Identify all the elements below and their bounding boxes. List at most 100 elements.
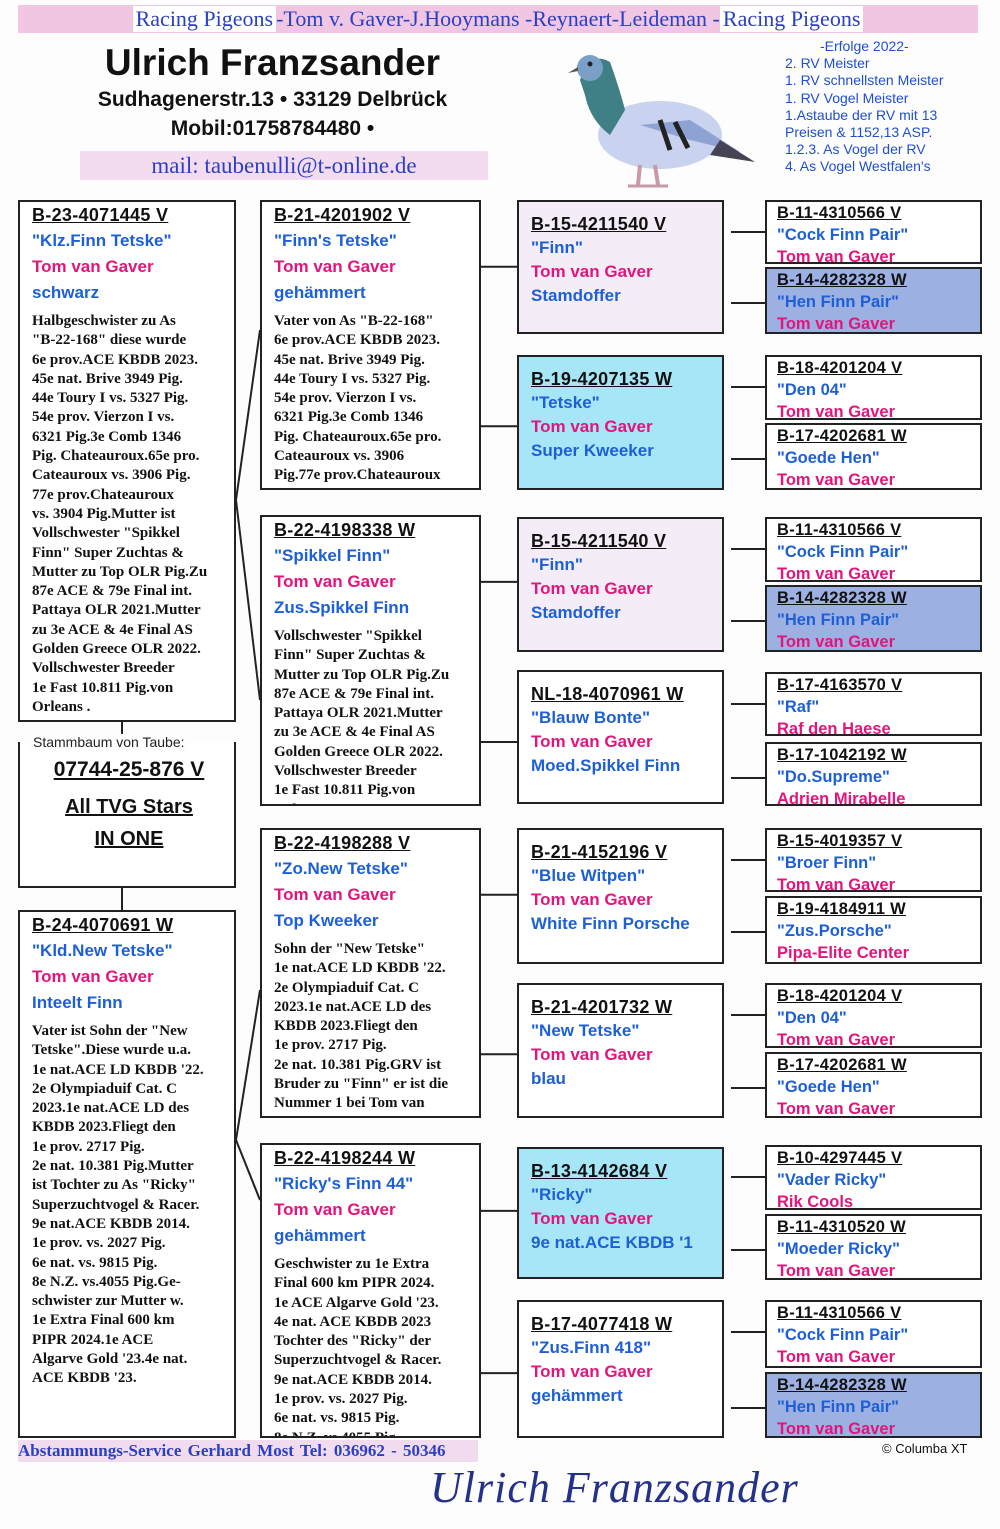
pigeon-color: schwarz <box>32 283 100 302</box>
pigeon-image <box>568 55 755 188</box>
pedigree-box[interactable]: B-17-4202681 W "Goede Hen" Tom van Gaver <box>765 1052 982 1118</box>
pedigree-box[interactable]: B-15-4211540 V "Finn" Tom van Gaver Stamdof… <box>517 517 724 652</box>
mobile: Mobil:01758784480 • <box>170 117 375 140</box>
pigeon-breeder: Tom van Gaver <box>777 248 895 264</box>
pigeon-ring: B-11-4310566 V <box>777 204 902 222</box>
pedigree-box[interactable]: B-22-4198338 W "Spikkel Finn" Tom van Gave… <box>260 515 481 806</box>
copyright: © Columba XT <box>882 1441 968 1456</box>
connector-line <box>235 1139 261 1201</box>
pigeon-name: "Cock Finn Pair" <box>777 543 909 561</box>
pigeon-breeder: Tom van Gaver <box>777 315 895 333</box>
pigeon-ring: B-22-4198244 W <box>274 1148 416 1168</box>
pigeon-name: "Cock Finn Pair" <box>777 1326 909 1344</box>
pigeon-ring: B-15-4211540 V <box>531 531 667 551</box>
pigeon-note: Vater von As "B-22-168" 6e prov.ACE KBDB… <box>274 313 442 488</box>
pedigree-box[interactable]: B-22-4198244 W "Ricky's Finn 44" Tom van G… <box>260 1143 481 1438</box>
pigeon-ring: B-17-4077418 W <box>531 1314 673 1334</box>
pigeon-breeder: Tom van Gaver <box>531 1045 653 1064</box>
pigeon-color: White Finn Porsche <box>531 914 690 933</box>
pigeon-ring: B-13-4142684 V <box>531 1161 668 1181</box>
pigeon-color: Top Kweeker <box>274 911 379 930</box>
pigeon-name: "Zus.Porsche" <box>777 922 892 940</box>
pigeon-breeder: Tom van Gaver <box>531 890 653 909</box>
pigeon-name: "New Tetske" <box>531 1021 640 1040</box>
pedigree-box[interactable]: B-15-4211540 V "Finn" Tom van Gaver Stamdof… <box>517 200 724 334</box>
banner-middle: -Tom v. Gaver-J.Hooymans -Reynaert-Leide… <box>276 6 720 31</box>
pigeon-name: "Goede Hen" <box>777 1078 880 1096</box>
pigeon-breeder: Tom van Gaver <box>777 1348 895 1366</box>
pedigree-box[interactable]: B-14-4282328 W "Hen Finn Pair" Tom van Gav… <box>765 585 982 652</box>
pedigree-box[interactable]: B-17-4077418 W "Zus.Finn 418" Tom van Gave… <box>517 1300 724 1438</box>
pigeon-name: "Den 04" <box>777 381 847 399</box>
pigeon-name: "Kld.New Tetske" <box>32 941 173 960</box>
pedigree-box[interactable]: B-11-4310566 V "Cock Finn Pair" Tom van Ga… <box>765 1300 982 1368</box>
pedigree-box[interactable]: B-11-4310566 V "Cock Finn Pair" Tom van Ga… <box>765 200 982 264</box>
pigeon-breeder: Adrien Mirabelle <box>777 790 906 806</box>
pigeon-name: "Vader Ricky" <box>777 1171 887 1189</box>
pigeon-ring: B-10-4297445 V <box>777 1149 903 1167</box>
connector-line <box>235 989 261 1141</box>
pedigree-service: Abstammungs-Service Gerhard Most Tel: 03… <box>18 1440 478 1462</box>
pedigree-box[interactable]: B-21-4152196 V "Blue Witpen" Tom van Gaver… <box>517 828 724 964</box>
pedigree-box[interactable]: B-15-4019357 V "Broer Finn" Tom van Gaver <box>765 828 982 892</box>
pigeon-breeder: Tom van Gaver <box>777 1262 895 1280</box>
pigeon-breeder: Tom van Gaver <box>531 579 653 598</box>
pigeon-breeder: Pipa-Elite Center <box>777 944 910 962</box>
pedigree-box[interactable]: NL-18-4070961 W "Blauw Bonte" Tom van Gave… <box>517 670 724 804</box>
pigeon-ring: B-17-4202681 W <box>777 1056 907 1074</box>
stammbaum-label: Stammbaum von Taube: <box>30 734 188 750</box>
pigeon-ring: B-19-4207135 W <box>531 369 673 389</box>
email[interactable]: mail: taubenulli@t-online.de <box>80 151 488 180</box>
breeder-name: Ulrich Franzsander <box>104 42 441 83</box>
pedigree-box[interactable]: B-21-4201902 V "Finn's Tetske" Tom van Gav… <box>260 200 481 490</box>
pigeon-ring: B-15-4211540 V <box>531 214 667 234</box>
pigeon-name: "Hen Finn Pair" <box>777 1398 899 1416</box>
pedigree-box[interactable]: B-14-4282328 W "Hen Finn Pair" Tom van Gav… <box>765 267 982 334</box>
pigeon-note: Geschwister zu 1e Extra Final 600 km PIP… <box>274 1256 442 1438</box>
pigeon-name: "Hen Finn Pair" <box>777 611 899 629</box>
achievement-item: 1.Astaube der RV mit 13 <box>785 106 938 123</box>
pigeon-note: Vater ist Sohn der "New Tetske".Diese wu… <box>32 1023 204 1387</box>
pigeon-ring: B-24-4070691 W <box>32 915 174 935</box>
achievement-item: 2. RV Meister <box>785 55 870 72</box>
pedigree-box[interactable]: B-23-4071445 V "Klz.Finn Tetske" Tom van G… <box>18 200 236 722</box>
pedigree-box[interactable]: B-22-4198288 V "Zo.New Tetske" Tom van Gav… <box>260 828 481 1118</box>
pigeon-name: "Zus.Finn 418" <box>531 1338 652 1357</box>
pigeon-ring: B-22-4198338 W <box>274 520 416 540</box>
pedigree-box[interactable]: B-17-4202681 W "Goede Hen" Tom van Gaver <box>765 423 982 490</box>
pedigree-box[interactable]: B-19-4207135 W "Tetske" Tom van Gaver Super… <box>517 355 724 490</box>
pigeon-breeder: Tom van Gaver <box>274 885 396 904</box>
pedigree-box[interactable]: B-14-4282328 W "Hen Finn Pair" Tom van Gav… <box>765 1372 982 1438</box>
pedigree-box[interactable]: B-18-4201204 V "Den 04" Tom van Gaver <box>765 355 982 420</box>
pigeon-breeder: Tom van Gaver <box>777 1031 895 1048</box>
pigeon-ring: B-11-4310566 V <box>777 521 902 539</box>
pigeon-ring: B-15-4019357 V <box>777 832 903 850</box>
pigeon-name: "Raf" <box>777 698 820 716</box>
pedigree-box[interactable]: B-10-4297445 V "Vader Ricky" Rik Cools <box>765 1145 982 1210</box>
pedigree-box[interactable]: B-17-1042192 W "Do.Supreme" Adrien Mirabel… <box>765 742 982 806</box>
pedigree-box[interactable]: B-21-4201732 W "New Tetske" Tom van Gaver b… <box>517 983 724 1118</box>
pigeon-name: "Ricky's Finn 44" <box>274 1174 414 1193</box>
pedigree-box[interactable]: B-11-4310566 V "Cock Finn Pair" Tom van Ga… <box>765 517 982 582</box>
pigeon-ring: B-11-4310520 W <box>777 1218 906 1236</box>
pigeon-ring: B-22-4198288 V <box>274 833 411 853</box>
pedigree-box[interactable]: B-24-4070691 W "Kld.New Tetske" Tom van Ga… <box>18 910 236 1438</box>
pigeon-breeder: Tom van Gaver <box>531 417 653 436</box>
banner-left: Racing Pigeons <box>132 6 277 32</box>
pedigree-box[interactable]: B-13-4142684 V "Ricky" Tom van Gaver 9e nat… <box>517 1147 724 1279</box>
pedigree-box[interactable]: B-19-4184911 W "Zus.Porsche" Pipa-Elite Ce… <box>765 896 982 964</box>
pigeon-ring: B-14-4282328 W <box>777 271 907 289</box>
pigeon-name: "Do.Supreme" <box>777 768 890 786</box>
pedigree-box[interactable]: B-17-4163570 V "Raf" Raf den Haese <box>765 672 982 736</box>
pigeon-breeder: Tom van Gaver <box>531 1209 653 1228</box>
pigeon-name: "Zo.New Tetske" <box>274 859 408 878</box>
pigeon-name: "Broer Finn" <box>777 854 877 872</box>
pedigree-box[interactable]: B-11-4310520 W "Moeder Ricky" Tom van Gave… <box>765 1214 982 1280</box>
pigeon-name: "Den 04" <box>777 1009 847 1027</box>
pedigree-box[interactable]: B-18-4201204 V "Den 04" Tom van Gaver <box>765 983 982 1048</box>
pigeon-ring: B-19-4184911 W <box>777 900 906 918</box>
stammbaum-box: 07744-25-876 V All TVG Stars IN ONE <box>18 742 236 888</box>
pigeon-breeder: Tom van Gaver <box>531 1362 653 1381</box>
pigeon-color: gehämmert <box>274 283 366 302</box>
